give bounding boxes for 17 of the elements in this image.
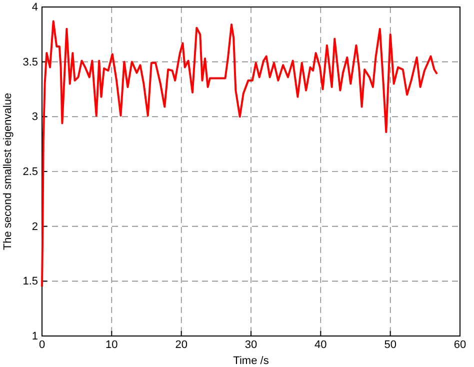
x-tick-label: 50 [384, 338, 396, 351]
x-tick-label: 40 [314, 338, 327, 351]
y-tick-label: 2.5 [22, 166, 38, 178]
line-series [41, 20, 438, 288]
y-axis-title: The second smallest eigenvalue [2, 92, 14, 250]
y-tick-label: 1.5 [22, 276, 38, 288]
x-tick-label: 30 [244, 338, 258, 351]
x-tick-label: 60 [454, 338, 466, 351]
y-tick-label: 1 [32, 330, 38, 343]
y-tick-label: 4 [32, 2, 38, 14]
x-axis-title: Time /s [233, 355, 270, 367]
y-tick-label: 3.5 [22, 56, 38, 68]
x-tick-label: 20 [175, 338, 188, 351]
x-tick-label: 10 [106, 338, 118, 351]
y-tick-label: 2 [32, 220, 38, 233]
x-tick-label: 0 [38, 338, 46, 351]
y-tick-label: 3 [32, 111, 38, 124]
